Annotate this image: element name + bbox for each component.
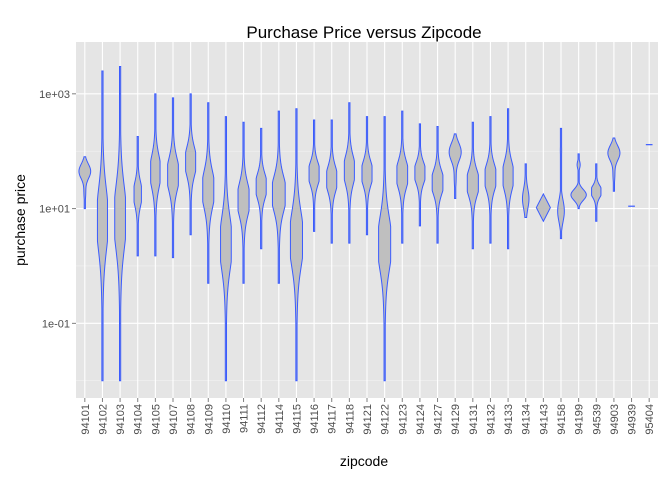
x-tick-label: 94123 (397, 404, 409, 435)
violin-94134 (521, 163, 530, 218)
x-tick-label: 94102 (97, 404, 109, 435)
violin-94133 (502, 108, 514, 250)
x-tick-label: 94133 (503, 404, 515, 435)
y-tick-label: 1e+01 (39, 204, 70, 216)
x-tick-label: 94143 (538, 404, 550, 435)
x-tick-label: 94117 (327, 404, 339, 434)
violin-94101 (78, 156, 92, 210)
x-tick-label: 94115 (291, 404, 303, 434)
violin-94117 (326, 119, 338, 244)
y-tick-label: 1e+03 (39, 89, 70, 101)
violin-94143 (535, 192, 551, 223)
x-tick-label: 94903 (609, 404, 621, 435)
x-tick-label: 95404 (644, 404, 656, 435)
x-axis-title: zipcode (340, 453, 388, 469)
x-tick-label: 94129 (450, 404, 462, 435)
x-tick-label: 94131 (468, 404, 480, 435)
violin-94103 (114, 65, 126, 382)
chart-title: Purchase Price versus Zipcode (246, 23, 481, 42)
violin-94121 (361, 116, 373, 236)
violin-94109 (202, 102, 215, 284)
x-tick-label: 94158 (556, 404, 568, 435)
x-tick-label: 94111 (239, 404, 251, 433)
violin-94110 (220, 116, 232, 382)
x-tick-label: 94939 (627, 404, 639, 435)
violin-94903 (607, 137, 621, 192)
x-tick-label: 94108 (186, 404, 198, 435)
x-tick-label: 94199 (574, 404, 586, 435)
x-tick-label: 94118 (344, 404, 356, 434)
x-tick-label: 94539 (591, 404, 603, 435)
x-tick-label: 94134 (521, 404, 533, 435)
violin-94107 (167, 97, 179, 259)
violin-94132 (484, 116, 497, 244)
violin-94112 (255, 127, 267, 250)
violin-94539 (591, 163, 602, 222)
violin-94199 (570, 153, 587, 210)
x-axis-ticks: 94101 94102 94103 94104 94105 94107 94108 94109… (80, 398, 656, 435)
x-tick-label: 94110 (221, 404, 233, 434)
violin-94104 (133, 136, 142, 257)
x-tick-label: 94107 (168, 404, 180, 435)
x-tick-label: 94101 (80, 404, 92, 435)
x-tick-label: 94132 (485, 404, 497, 435)
x-tick-label: 94104 (133, 404, 145, 435)
violin-94111 (237, 121, 250, 284)
violin-94108 (185, 93, 197, 236)
violin-94124 (414, 123, 426, 227)
violin-94131 (466, 121, 479, 250)
x-tick-label: 94124 (415, 404, 427, 435)
violin-94122 (378, 116, 392, 382)
y-tick-label: 1e-01 (42, 318, 70, 330)
x-tick-label: 94105 (150, 404, 162, 435)
violin-94116 (308, 119, 320, 232)
y-axis-ticks: 1e-01 1e+01 1e+03 (39, 89, 76, 330)
x-tick-label: 94122 (380, 404, 392, 435)
violin-94123 (396, 110, 409, 244)
violin-94115 (289, 108, 303, 382)
violin-94158 (557, 127, 565, 240)
violin-94129 (448, 133, 462, 199)
violin-94105 (150, 93, 161, 257)
violin-94127 (431, 125, 444, 244)
violin-94118 (343, 102, 355, 244)
violins-layer (78, 65, 653, 382)
x-tick-label: 94127 (433, 404, 445, 435)
x-tick-label: 94112 (256, 404, 268, 434)
x-tick-label: 94116 (309, 404, 321, 434)
x-tick-label: 94109 (203, 404, 215, 435)
violin-94102 (96, 70, 108, 382)
x-tick-label: 94103 (115, 404, 127, 435)
y-axis-title: purchase price (12, 174, 28, 266)
violin-94114 (271, 110, 286, 284)
x-tick-label: 94114 (274, 404, 286, 434)
x-tick-label: 94121 (362, 404, 374, 435)
